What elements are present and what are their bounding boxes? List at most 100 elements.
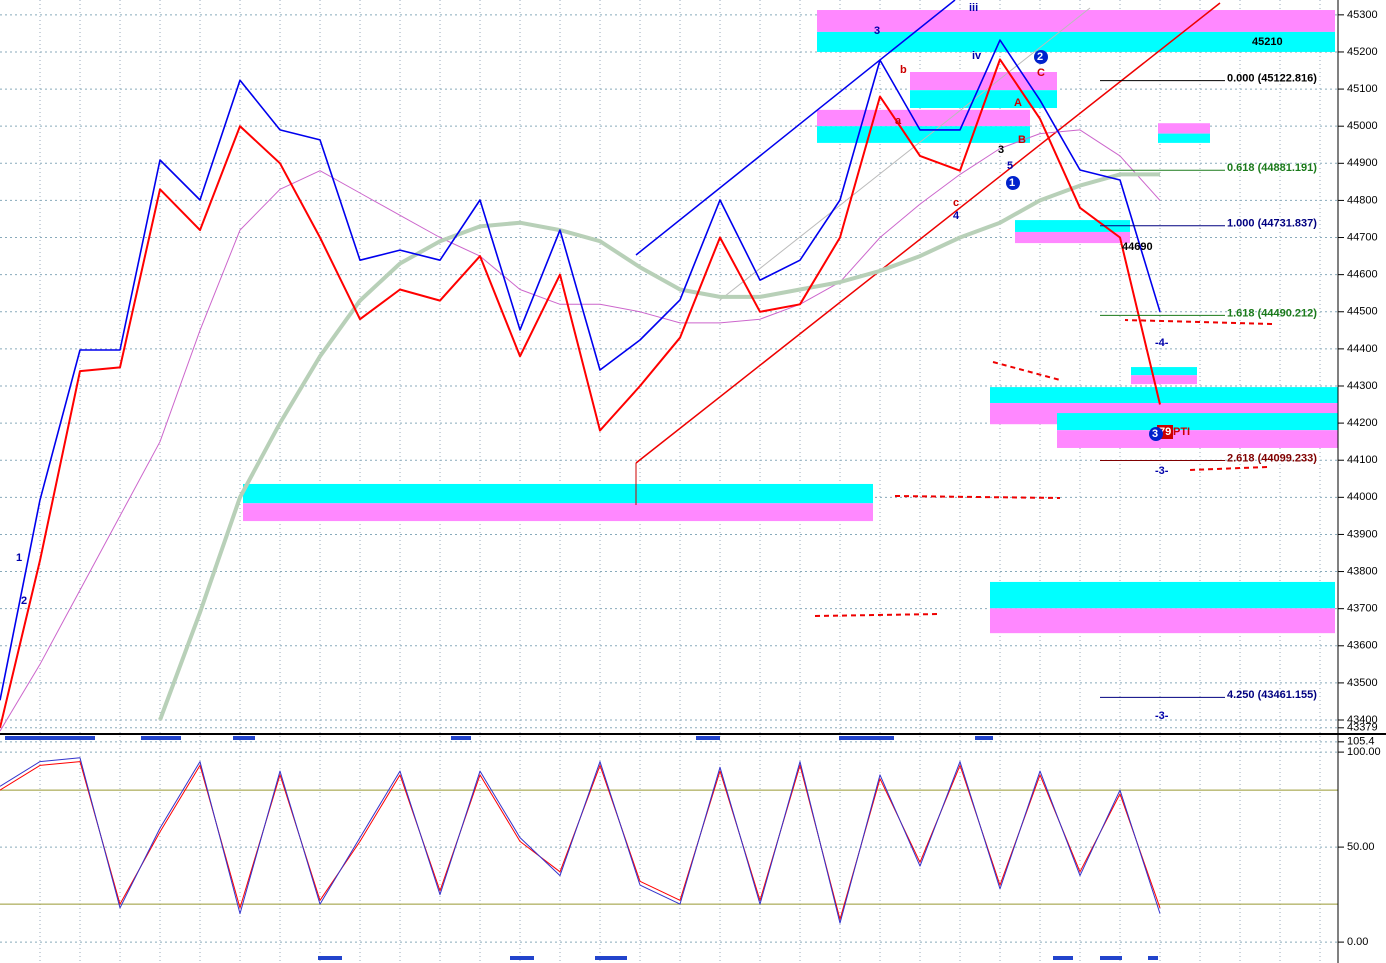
wave-marker — [1149, 427, 1163, 441]
arrow — [894, 495, 1061, 499]
signal-bar — [318, 956, 342, 960]
y-tick-label: 43700 — [1347, 603, 1378, 615]
fib-label: 0.618 (44881.191) — [1227, 162, 1317, 174]
y-tick-label: 0.00 — [1347, 936, 1368, 948]
y-tick-label: 44300 — [1347, 380, 1378, 392]
series-line — [0, 58, 1161, 729]
annotation: 4 — [953, 210, 960, 222]
zone-upper — [1057, 413, 1338, 431]
signal-bar — [5, 736, 95, 740]
trend-line — [719, 7, 1091, 301]
fib-label: 1.000 (44731.837) — [1227, 218, 1317, 230]
annotation: b — [900, 64, 907, 76]
annotation: PTI — [1173, 426, 1190, 438]
zone-upper — [817, 10, 1335, 32]
y-tick-label: 44900 — [1347, 157, 1378, 169]
zone-lower — [1158, 133, 1210, 143]
y-tick-label: 45300 — [1347, 9, 1378, 21]
zone-lower — [1057, 430, 1338, 448]
y-tick-label: 44500 — [1347, 306, 1378, 318]
trend-line — [635, 2, 1221, 464]
signal-bar — [1100, 956, 1122, 960]
annotation: -3- — [1155, 710, 1169, 722]
arrow — [814, 613, 941, 617]
annotation: 45210 — [1252, 36, 1283, 48]
y-tick-label: 100.00 — [1347, 746, 1381, 758]
y-tick-label: 44200 — [1347, 417, 1378, 429]
zone-lower — [817, 31, 1335, 52]
series-line — [0, 757, 1161, 924]
annotation: 1 — [16, 552, 22, 564]
fib-label: 1.618 (44490.212) — [1227, 307, 1317, 319]
trend-line — [635, 0, 956, 256]
y-tick-label: 43900 — [1347, 528, 1378, 540]
y-tick-label: 50.00 — [1347, 841, 1375, 853]
signal-bars — [5, 736, 1158, 960]
signal-bar — [696, 736, 720, 740]
signal-bar — [141, 736, 181, 740]
annotation: B — [1018, 134, 1026, 146]
annotation: A — [1014, 97, 1022, 109]
y-tick-label: 43800 — [1347, 565, 1378, 577]
series-line — [0, 129, 1161, 732]
annotation: c — [953, 197, 959, 209]
annotation: -3- — [1155, 465, 1169, 477]
zone-upper — [1158, 123, 1210, 134]
zone-upper — [243, 483, 873, 504]
y-tick-label: 45100 — [1347, 83, 1378, 95]
zone-upper — [910, 72, 1057, 91]
zone-upper — [990, 581, 1335, 609]
fib-label: 4.250 (43461.155) — [1227, 689, 1317, 701]
trend-lines — [635, 0, 1221, 505]
wave-marker — [1006, 176, 1020, 190]
y-tick-label: 105.4 — [1347, 736, 1375, 748]
arrow — [1124, 319, 1273, 325]
zone-upper — [1131, 367, 1197, 376]
signal-bar — [839, 736, 894, 740]
annotation: 2 — [1037, 51, 1043, 63]
y-tick-label: 43600 — [1347, 640, 1378, 652]
signal-bar — [451, 736, 471, 740]
signal-bar — [595, 956, 627, 960]
annotation: 5 — [1007, 160, 1013, 172]
series-line — [158, 172, 1160, 721]
signal-bar — [1053, 956, 1073, 960]
arrows — [814, 319, 1273, 617]
zone-upper — [1015, 220, 1130, 232]
series — [0, 39, 1161, 924]
zone-lower — [910, 90, 1057, 109]
y-tick-label: 43500 — [1347, 677, 1378, 689]
y-tick-label: 45200 — [1347, 46, 1378, 58]
y-tick-label: 44400 — [1347, 343, 1378, 355]
zones — [243, 10, 1338, 634]
signal-bar — [1148, 956, 1158, 960]
y-tick-label: 45000 — [1347, 120, 1378, 132]
annotation: 3 — [874, 25, 880, 37]
zone-upper — [990, 387, 1338, 404]
zone-upper — [817, 109, 1030, 127]
signal-bar — [975, 736, 993, 740]
signal-bar — [233, 736, 255, 740]
annotation: 44690 — [1122, 241, 1153, 253]
arrow — [992, 361, 1061, 381]
annotation: a — [895, 115, 902, 127]
annotation: 2 — [21, 595, 27, 607]
annotation: C — [1037, 67, 1045, 79]
y-tick-label: 43379 — [1347, 722, 1378, 734]
zone-lower — [243, 503, 873, 522]
annotation: 3 — [998, 144, 1004, 156]
annotation: 1 — [1009, 177, 1015, 189]
zone-lower — [1015, 231, 1130, 244]
annotation: iii — [969, 2, 978, 14]
zone-lower — [1131, 375, 1197, 385]
y-tick-label: 43400 — [1347, 714, 1378, 726]
y-tick-label: 44600 — [1347, 269, 1378, 281]
y-tick-label: 44100 — [1347, 454, 1378, 466]
series-line — [0, 39, 1161, 701]
fib-label: 2.618 (44099.233) — [1227, 452, 1317, 464]
fib-label: 0.000 (45122.816) — [1227, 73, 1317, 85]
